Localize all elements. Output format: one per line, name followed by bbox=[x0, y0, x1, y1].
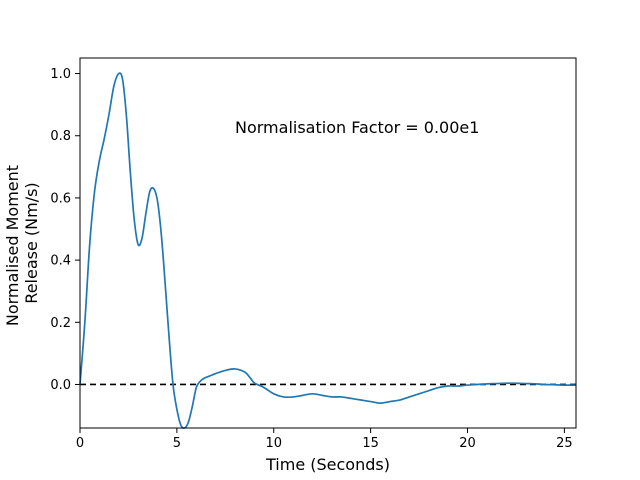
series-line bbox=[79, 72, 577, 430]
x-axis-ticks: 0 5 10 15 20 25 bbox=[76, 428, 573, 451]
y-axis-label-line-2: Release (Nm/s) bbox=[22, 182, 41, 303]
plot-frame bbox=[79, 57, 577, 429]
plot-area bbox=[80, 58, 576, 428]
y-axis-label-line-1: Normalised Moment bbox=[3, 165, 22, 326]
x-tick-label: 25 bbox=[556, 436, 573, 451]
y-tick-label: 0.0 bbox=[50, 378, 71, 393]
x-tick-label: 15 bbox=[362, 436, 379, 451]
x-tick-label: 20 bbox=[459, 436, 476, 451]
y-tick-label: 0.2 bbox=[50, 316, 71, 331]
x-tick-label: 10 bbox=[265, 436, 282, 451]
y-tick-label: 0.4 bbox=[50, 254, 71, 269]
y-tick-label: 1.0 bbox=[50, 67, 71, 82]
x-axis-label: Time (Seconds) bbox=[265, 455, 390, 474]
y-tick-label: 0.6 bbox=[50, 191, 71, 206]
y-tick-label: 0.8 bbox=[50, 129, 71, 144]
y-axis-ticks: 0.0 0.2 0.4 0.6 0.8 1.0 bbox=[50, 67, 80, 393]
x-tick-label: 0 bbox=[76, 436, 84, 451]
normalisation-annotation: Normalisation Factor = 0.00e1 bbox=[235, 118, 479, 137]
y-axis-label: Normalised Moment Release (Nm/s) bbox=[3, 160, 41, 326]
x-tick-label: 5 bbox=[173, 436, 181, 451]
